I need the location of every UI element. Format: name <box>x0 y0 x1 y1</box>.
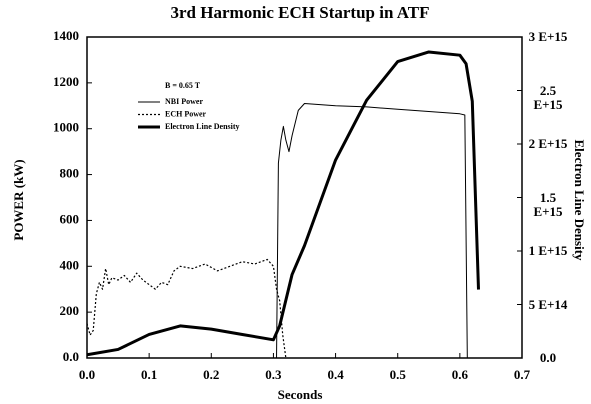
y-tick-label: 200 <box>60 303 80 318</box>
y2-tick-label: 2.5 E+15 <box>533 82 563 112</box>
x-tick-label: 0.2 <box>203 367 219 382</box>
series-line <box>86 50 480 357</box>
y2-tick-label: 2 E+15 <box>528 136 568 151</box>
legend-label: NBI Power <box>165 97 203 106</box>
x-tick-label: 0.6 <box>452 367 469 382</box>
y-axis-label: POWER (kW) <box>11 159 26 240</box>
x-axis-label: Seconds <box>278 387 323 402</box>
x-tick-label: 0.0 <box>79 367 95 382</box>
y2-tick-label: 0.0 <box>539 350 557 365</box>
annotation: B = 0.65 T <box>165 81 201 90</box>
x-tick-label: 0.4 <box>327 367 344 382</box>
series-line <box>86 258 287 359</box>
y-tick-label: 600 <box>60 211 80 226</box>
x-tick-label: 0.7 <box>514 367 531 382</box>
plot-frame <box>86 36 523 359</box>
y2-tick-label: 1 E+15 <box>528 243 568 258</box>
y2-tick-label: 1.5 E+15 <box>533 189 563 219</box>
legend-label: Electron Line Density <box>165 122 240 131</box>
x-tick-label: 0.5 <box>390 367 407 382</box>
y2-tick-label: 5 E+14 <box>528 296 568 312</box>
y2-axis-label: Electron Line Density <box>572 139 587 261</box>
y-tick-label: 1000 <box>53 120 79 135</box>
y-tick-label: 1400 <box>53 28 79 43</box>
y-tick-label: 1200 <box>53 74 79 89</box>
y-tick-label: 0.0 <box>63 349 79 364</box>
y2-tick-label: 3 E+15 <box>528 29 568 44</box>
y-tick-label: 800 <box>60 166 80 181</box>
x-tick-label: 0.1 <box>141 367 157 382</box>
chart-title: 3rd Harmonic ECH Startup in ATF <box>171 3 430 22</box>
y-tick-label: 400 <box>60 257 80 272</box>
legend-label: ECH Power <box>165 109 207 118</box>
x-tick-label: 0.3 <box>265 367 282 382</box>
series-line <box>87 102 468 359</box>
